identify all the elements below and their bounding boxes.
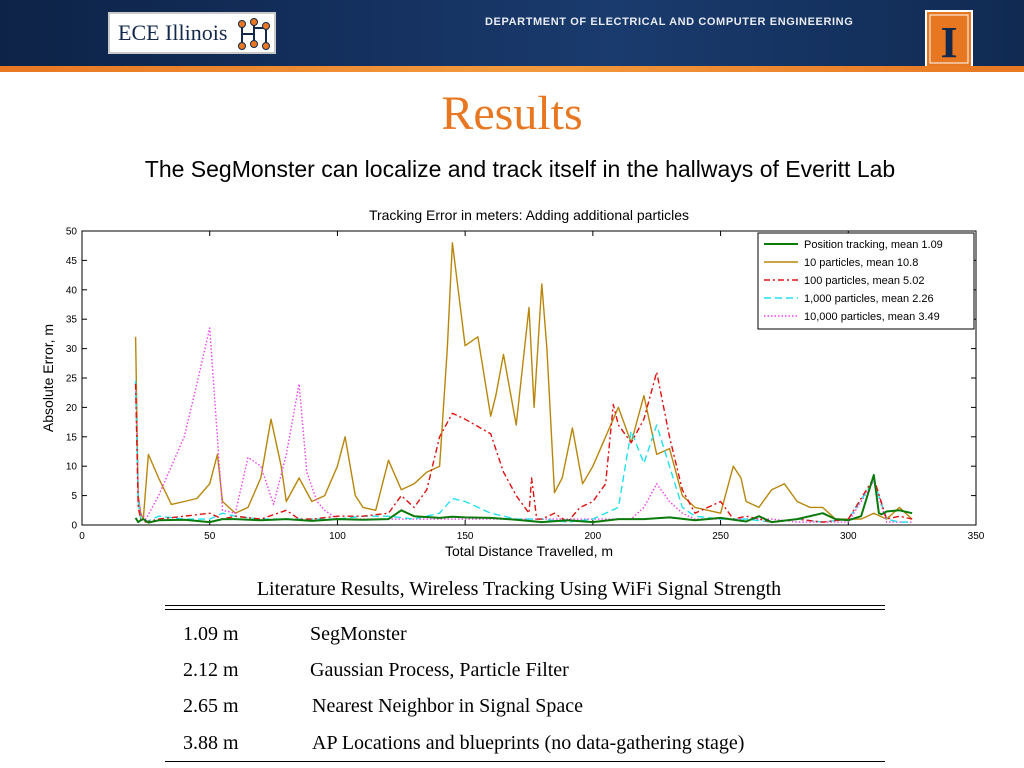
y-tick-label: 25 [66,374,78,385]
x-tick-label: 350 [968,531,985,542]
logo-text: ECE Illinois [118,20,228,45]
y-tick-label: 0 [71,521,77,532]
table-row: 3.88 m AP Locations and blueprints (no d… [0,732,1024,762]
x-tick-label: 250 [712,531,729,542]
error-value: 2.65 m [183,695,239,717]
x-tick-label: 0 [79,531,85,542]
legend-box [757,232,975,330]
y-tick-label: 20 [66,403,78,414]
y-tick-label: 15 [66,432,78,443]
method-name: Nearest Neighbor in Signal Space [312,695,584,717]
legend-entry: 10 particles, mean 10.8 [804,257,918,269]
method-name: Gaussian Process, Particle Filter [310,659,569,681]
block-i-letter: I [940,18,957,66]
ece-illinois-logo[interactable]: ECE Illinois [108,12,276,54]
y-tick-label: 30 [66,344,78,355]
y-tick-label: 10 [66,462,78,473]
chart-title: Tracking Error in meters: Adding additio… [369,207,689,223]
x-tick-label: 100 [329,531,346,542]
x-tick-label: 200 [585,531,602,542]
series-line-1 [134,242,913,520]
y-tick-label: 40 [66,285,78,296]
header-banner: ECE Illinois DEPARTMENT OF ELECTRICAL AN… [0,0,1024,72]
literature-caption: Literature Results, Wireless Tracking Us… [256,578,782,600]
table-row: 1.09 m SegMonster [0,623,1024,653]
department-name: DEPARTMENT OF ELECTRICAL AND COMPUTER EN… [485,16,854,28]
y-tick-label: 35 [66,315,78,326]
series-line-0 [134,474,913,524]
table-row: 2.65 m Nearest Neighbor in Signal Space [0,695,1024,725]
circuit-nodes-icon [238,18,270,50]
x-tick-label: 300 [840,531,857,542]
error-value: 1.09 m [183,623,239,645]
y-tick-label: 45 [66,256,78,267]
x-tick-label: 50 [204,531,216,542]
y-tick-label: 50 [66,227,78,238]
page-title: Results [441,87,583,140]
legend-entry: 100 particles, mean 5.02 [804,275,924,287]
table-row: 2.12 m Gaussian Process, Particle Filter [0,659,1024,689]
block-i-logo[interactable]: I [925,10,973,68]
x-tick-label: 150 [457,531,474,542]
table-bottom-rule [165,761,885,762]
page-subtitle: The SegMonster can localize and track it… [144,156,896,182]
banner-stripe [0,66,1024,72]
y-axis-label: Absolute Error, m [40,324,56,432]
series-line-4 [134,327,913,523]
series-line-2 [134,371,913,523]
error-value: 2.12 m [183,659,239,681]
block-i-icon: I [929,14,969,67]
tracking-error-chart: Position tracking, mean 1.09 10 particles… [40,207,985,559]
method-name: SegMonster [310,623,407,645]
legend-entry: Position tracking, mean 1.09 [804,239,943,251]
table-top-rule [165,605,885,610]
legend-entry: 10,000 particles, mean 3.49 [804,311,940,323]
method-name: AP Locations and blueprints (no data-gat… [312,732,745,754]
y-tick-label: 5 [71,491,77,502]
x-axis-label: Total Distance Travelled, m [445,543,613,559]
error-value: 3.88 m [183,732,239,754]
legend-entry: 1,000 particles, mean 2.26 [804,293,934,305]
